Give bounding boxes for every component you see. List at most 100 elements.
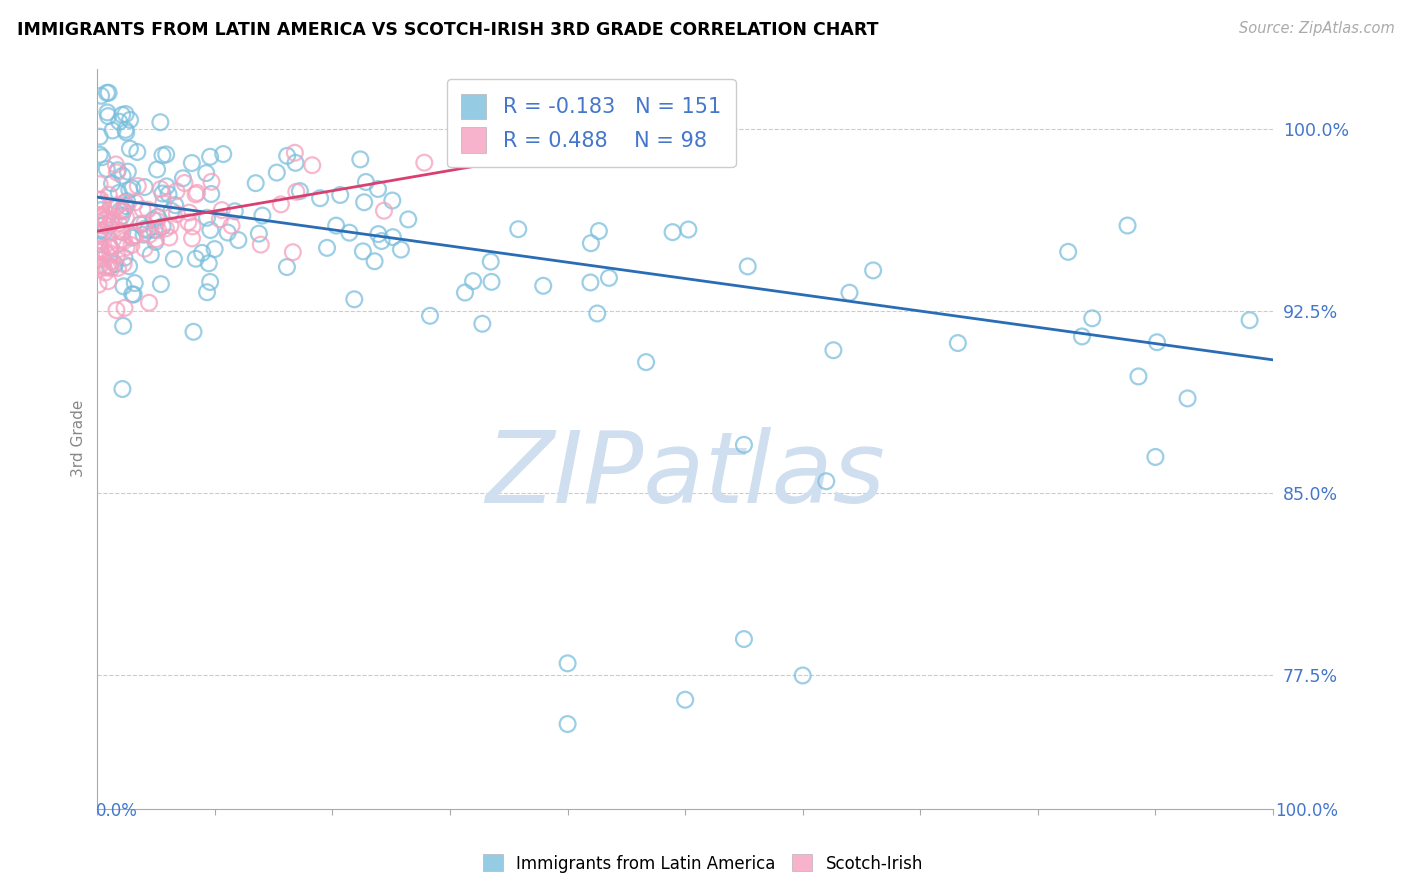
Point <box>118 259 141 273</box>
Point <box>118 183 141 197</box>
Point <box>87 215 110 229</box>
Point <box>163 252 186 266</box>
Point <box>98 241 121 255</box>
Point <box>114 301 136 315</box>
Point <box>138 295 160 310</box>
Point <box>157 187 180 202</box>
Point <box>138 227 160 242</box>
Point <box>329 188 352 202</box>
Point <box>108 224 131 238</box>
Point <box>586 306 609 320</box>
Point <box>471 317 494 331</box>
Point <box>111 382 134 396</box>
Point <box>281 245 304 260</box>
Point <box>111 169 134 183</box>
Point <box>266 165 288 179</box>
Point <box>94 213 117 227</box>
Text: IMMIGRANTS FROM LATIN AMERICA VS SCOTCH-IRISH 3RD GRADE CORRELATION CHART: IMMIGRANTS FROM LATIN AMERICA VS SCOTCH-… <box>17 21 879 39</box>
Point <box>90 243 112 257</box>
Point <box>862 263 884 277</box>
Point <box>90 150 112 164</box>
Point <box>181 231 204 245</box>
Point <box>112 203 135 218</box>
Text: 0.0%: 0.0% <box>96 802 138 820</box>
Point <box>224 204 246 219</box>
Point <box>89 234 111 248</box>
Point <box>118 112 141 127</box>
Point <box>108 203 131 218</box>
Point <box>112 203 135 218</box>
Point <box>134 221 156 235</box>
Point <box>228 233 250 247</box>
Point <box>146 223 169 237</box>
Point <box>557 657 579 671</box>
Point <box>114 251 136 265</box>
Point <box>823 343 845 358</box>
Point <box>98 260 121 274</box>
Point <box>97 86 120 100</box>
Point <box>152 186 174 201</box>
Point <box>309 191 332 205</box>
Point <box>363 254 385 268</box>
Point <box>634 355 657 369</box>
Point <box>1116 219 1139 233</box>
Point <box>285 185 308 199</box>
Point <box>354 175 377 189</box>
Point <box>96 161 118 176</box>
Point <box>200 175 222 189</box>
Point <box>145 232 167 246</box>
Point <box>124 195 146 210</box>
Point <box>195 166 218 180</box>
Point <box>270 197 292 211</box>
Point <box>121 181 143 195</box>
Point <box>91 196 114 211</box>
Point <box>152 219 174 234</box>
Point <box>184 252 207 266</box>
Point <box>284 145 307 160</box>
Point <box>166 207 188 221</box>
Point <box>212 147 235 161</box>
Text: Source: ZipAtlas.com: Source: ZipAtlas.com <box>1239 21 1395 37</box>
Point <box>129 217 152 231</box>
Point <box>105 165 128 179</box>
Point <box>419 309 441 323</box>
Point <box>792 668 814 682</box>
Point <box>87 277 110 292</box>
Point <box>155 179 177 194</box>
Point <box>195 211 218 225</box>
Point <box>146 213 169 227</box>
Point <box>284 156 307 170</box>
Point <box>142 212 165 227</box>
Point <box>114 107 136 121</box>
Point <box>149 277 172 292</box>
Point <box>160 204 183 219</box>
Point <box>117 164 139 178</box>
Point <box>101 254 124 268</box>
Point <box>249 237 271 252</box>
Point <box>1071 329 1094 343</box>
Point <box>97 219 120 234</box>
Point <box>579 276 602 290</box>
Point <box>1239 313 1261 327</box>
Point <box>115 211 138 225</box>
Point <box>276 260 298 274</box>
Point <box>93 225 115 239</box>
Point <box>87 258 110 272</box>
Point <box>107 163 129 178</box>
Point <box>245 176 267 190</box>
Point <box>114 123 136 137</box>
Point <box>112 257 135 271</box>
Point <box>678 222 700 236</box>
Point <box>352 244 374 259</box>
Point <box>89 242 111 256</box>
Point <box>146 210 169 224</box>
Point <box>105 248 128 262</box>
Point <box>97 187 120 202</box>
Point <box>134 242 156 256</box>
Point <box>107 216 129 230</box>
Point <box>122 287 145 301</box>
Point <box>136 202 159 217</box>
Point <box>101 177 124 191</box>
Point <box>89 244 111 259</box>
Point <box>96 246 118 260</box>
